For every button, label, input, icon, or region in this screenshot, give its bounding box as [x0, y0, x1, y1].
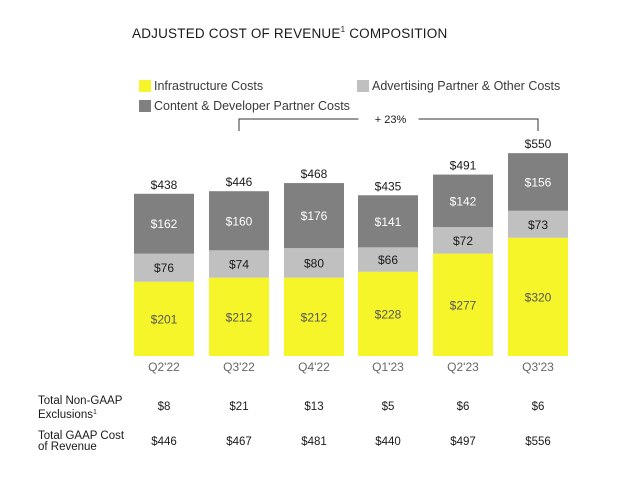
bar-value-label-infrastructure: $212	[226, 310, 253, 324]
bar-total-label: $550	[525, 137, 552, 151]
bar-segment-advertising	[358, 247, 418, 272]
bar-segment-content	[284, 183, 344, 249]
bar-value-label-content: $141	[375, 215, 402, 229]
bar-value-label-infrastructure: $201	[151, 312, 178, 326]
growth-label: + 23%	[375, 114, 407, 126]
table-cell: $13	[304, 401, 324, 413]
legend-label-infrastructure: Infrastructure Costs	[154, 79, 264, 93]
bar-segment-content	[433, 174, 493, 228]
bar-value-label-content: $160	[226, 214, 253, 228]
table-cell: $467	[226, 436, 252, 448]
bar-total-label: $438	[151, 178, 178, 192]
x-tick-label: Q2'22	[148, 360, 180, 374]
bar-value-label-content: $142	[450, 194, 477, 208]
bar-value-label-infrastructure: $320	[525, 290, 552, 304]
bar-value-label-advertising: $73	[528, 218, 548, 232]
legend-label-advertising: Advertising Partner & Other Costs	[372, 79, 561, 93]
legend-swatch-infrastructure	[139, 80, 151, 92]
bar-segment-advertising	[134, 253, 194, 282]
bar-segment-content	[134, 193, 194, 254]
bar-segment-advertising	[209, 250, 269, 278]
bar-value-label-infrastructure: $277	[450, 298, 477, 312]
table-cell: $556	[525, 436, 551, 448]
bar-value-label-advertising: $74	[229, 257, 249, 271]
x-tick-label: Q2'23	[447, 360, 479, 374]
bar-segment-infrastructure	[134, 281, 194, 356]
chart-title-text: ADJUSTED COST OF REVENUE	[132, 26, 341, 41]
legend-swatch-advertising	[357, 80, 369, 92]
bar-total-label: $468	[301, 167, 328, 181]
bar-segment-advertising	[508, 210, 568, 238]
table-row-label-line2: Exclusions1	[38, 407, 122, 421]
bar-value-label-advertising: $76	[154, 261, 174, 275]
bar-segment-infrastructure	[284, 277, 344, 356]
bar-value-label-advertising: $72	[453, 234, 473, 248]
bar-value-label-infrastructure: $228	[375, 307, 402, 321]
table-row-label-line2-text: of Revenue	[38, 441, 97, 453]
growth-bracket-right	[418, 118, 539, 131]
chart-title-footnote: 1	[340, 25, 346, 34]
table-row-label-line2: of Revenue	[38, 441, 124, 453]
x-tick-label: Q1'23	[372, 360, 404, 374]
legend-infrastructure: Infrastructure Costs	[139, 79, 263, 93]
table-cell: $5	[381, 401, 395, 413]
table-cell: $481	[301, 436, 327, 448]
bar-value-label-advertising: $80	[304, 256, 324, 270]
chart-title-suffix: COMPOSITION	[345, 26, 448, 41]
table-row-label: Total Non-GAAP Exclusions1	[38, 395, 123, 421]
bar-value-label-content: $176	[301, 209, 328, 223]
bar-segment-infrastructure	[358, 271, 418, 356]
bar-value-label-advertising: $66	[378, 253, 398, 267]
table-row-label-line1: Total Non-GAAP	[38, 395, 123, 407]
chart-title: ADJUSTED COST OF REVENUE1 COMPOSITION	[132, 25, 447, 41]
bar-segment-advertising	[433, 227, 493, 254]
bar-segment-content	[508, 153, 568, 211]
table-cell: $6	[531, 401, 545, 413]
bar-value-label-content: $156	[525, 175, 552, 189]
table-row-label-line2-text: Exclusions	[38, 409, 93, 421]
legend-label-content: Content & Developer Partner Costs	[154, 99, 350, 113]
legend-swatch-content	[139, 100, 151, 112]
bar-segment-content	[209, 191, 269, 251]
bar-total-label: $446	[226, 175, 253, 189]
table-row-label: Total GAAP Cost of Revenue	[38, 430, 125, 453]
table-cell: $8	[157, 401, 171, 413]
bar-segment-content	[358, 195, 418, 248]
legend-advertising: Advertising Partner & Other Costs	[357, 79, 560, 93]
bar-segment-infrastructure	[209, 277, 269, 356]
bar-value-label-infrastructure: $212	[301, 310, 328, 324]
bar-total-label: $491	[450, 159, 477, 173]
bar-segment-infrastructure	[508, 237, 568, 356]
table-cell: $497	[450, 436, 476, 448]
table-cell: $440	[375, 436, 401, 448]
bar-segment-infrastructure	[433, 253, 493, 356]
x-tick-label: Q3'22	[223, 360, 255, 374]
x-tick-label: Q3'23	[522, 360, 554, 374]
table-cell: $6	[456, 401, 470, 413]
bar-segment-advertising	[284, 248, 344, 278]
table-row-label-line1: Total GAAP Cost	[38, 430, 125, 442]
legend-content: Content & Developer Partner Costs	[139, 99, 350, 113]
bar-value-label-content: $162	[151, 217, 178, 231]
table-cell: $446	[151, 436, 177, 448]
bar-total-label: $435	[375, 179, 402, 193]
growth-bracket-left	[238, 118, 359, 131]
table-cell: $21	[229, 401, 249, 413]
x-tick-label: Q4'22	[298, 360, 330, 374]
table-row-label-footnote: 1	[92, 409, 97, 416]
